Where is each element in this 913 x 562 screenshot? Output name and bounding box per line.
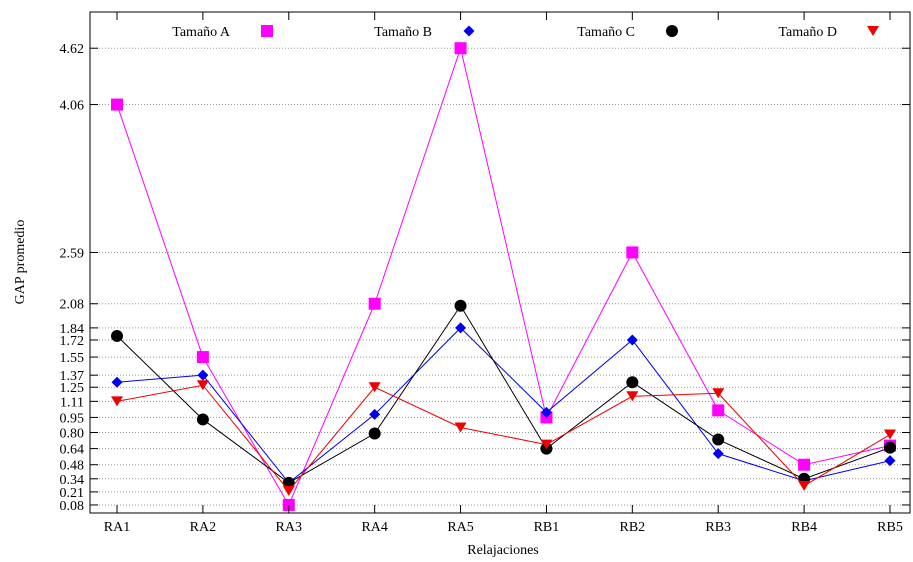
data-point-tamano-d bbox=[712, 388, 725, 399]
data-point-tamano-d bbox=[540, 439, 553, 450]
x-tick-label: RA3 bbox=[276, 520, 302, 535]
data-point-tamano-b bbox=[540, 406, 552, 418]
data-point-tamano-d bbox=[626, 391, 639, 402]
data-point-tamano-b bbox=[626, 334, 638, 346]
data-point-tamano-a bbox=[368, 297, 381, 310]
y-tick-label: 1.72 bbox=[60, 334, 85, 349]
series-tamano-d bbox=[111, 380, 896, 496]
data-point-tamano-c bbox=[196, 413, 209, 426]
legend-marker bbox=[463, 25, 475, 37]
data-point-tamano-b bbox=[455, 322, 467, 334]
data-point-tamano-c bbox=[282, 476, 295, 489]
series-tamano-c bbox=[111, 299, 896, 489]
legend-marker bbox=[261, 25, 273, 37]
x-tick-label: RB1 bbox=[534, 520, 560, 535]
data-point-tamano-a bbox=[282, 498, 295, 511]
data-point-tamano-d bbox=[111, 396, 123, 407]
data-point-tamano-b bbox=[111, 376, 123, 388]
y-tick-label: 0.95 bbox=[60, 411, 85, 426]
x-axis-label: Relajaciones bbox=[467, 543, 539, 558]
x-tick-label: RB3 bbox=[705, 520, 731, 535]
series-tamano-a bbox=[111, 42, 896, 511]
series-line-tamano-c bbox=[116, 304, 891, 484]
y-tick-label: 0.08 bbox=[60, 499, 85, 514]
data-point-tamano-c bbox=[368, 427, 381, 440]
data-point-tamano-b bbox=[884, 455, 896, 467]
data-point-tamano-d bbox=[368, 382, 381, 393]
data-point-tamano-d bbox=[798, 480, 811, 491]
data-point-tamano-d bbox=[282, 485, 295, 496]
x-tick-label: RB5 bbox=[877, 520, 903, 535]
y-tick-label: 1.55 bbox=[60, 351, 85, 366]
legend-label: Tamaño B bbox=[374, 25, 432, 40]
data-point-tamano-a bbox=[454, 42, 467, 55]
x-tick-label: RA5 bbox=[447, 520, 473, 535]
series-line-tamano-d bbox=[116, 384, 891, 492]
legend-marker bbox=[867, 26, 879, 36]
y-tick-label: 0.80 bbox=[60, 427, 85, 442]
y-tick-label: 1.37 bbox=[60, 369, 85, 384]
data-point-tamano-a bbox=[712, 404, 725, 417]
data-point-tamano-b bbox=[197, 369, 209, 381]
data-point-tamano-a bbox=[111, 98, 123, 111]
data-point-tamano-c bbox=[712, 433, 725, 446]
series-line-tamano-b bbox=[116, 327, 891, 484]
legend-label: Tamaño D bbox=[778, 25, 837, 40]
x-axis: RA1 RA2 RA3 RA4 RA5 RB1 RB2 RB3 RB4 RB5 bbox=[104, 12, 903, 535]
y-tick-label: 0.21 bbox=[60, 486, 85, 501]
data-point-tamano-d bbox=[884, 429, 896, 440]
data-point-tamano-c bbox=[111, 329, 123, 342]
data-point-tamano-b bbox=[712, 448, 724, 460]
y-tick-label: 1.84 bbox=[60, 322, 85, 337]
series-layer bbox=[111, 42, 896, 511]
y-tick-label: 0.48 bbox=[60, 459, 85, 474]
y-tick-label: 2.59 bbox=[60, 246, 85, 261]
y-tick-label: 4.06 bbox=[60, 99, 85, 114]
x-tick-label: RA1 bbox=[104, 520, 130, 535]
x-tick-label: RB2 bbox=[619, 520, 645, 535]
data-point-tamano-d bbox=[196, 380, 209, 391]
y-tick-label: 1.11 bbox=[60, 395, 84, 410]
y-tick-label: 0.64 bbox=[60, 443, 85, 458]
x-tick-label: RA2 bbox=[190, 520, 216, 535]
series-tamano-b bbox=[111, 322, 896, 489]
legend-label: Tamaño A bbox=[172, 25, 231, 40]
data-point-tamano-c bbox=[626, 376, 639, 389]
data-point-tamano-c bbox=[884, 441, 896, 454]
y-axis-label: GAP promedio bbox=[13, 220, 28, 305]
x-tick-label: RB4 bbox=[791, 520, 817, 535]
grid-lines bbox=[90, 47, 910, 506]
data-point-tamano-b bbox=[369, 408, 381, 420]
y-tick-label: 2.08 bbox=[60, 298, 85, 313]
legend-label: Tamaño C bbox=[577, 25, 635, 40]
data-point-tamano-c bbox=[454, 299, 467, 312]
y-tick-label: 0.34 bbox=[60, 473, 85, 488]
y-tick-label: 1.25 bbox=[60, 381, 85, 396]
y-tick-label: 4.62 bbox=[60, 42, 85, 57]
plot-frame bbox=[89, 11, 911, 514]
data-point-tamano-a bbox=[626, 246, 639, 259]
data-point-tamano-a bbox=[196, 351, 209, 364]
legend: Tamaño A Tamaño B Tamaño C Tamaño D bbox=[172, 25, 879, 40]
y-axis: 0.080.210.340.480.640.800.951.111.251.37… bbox=[60, 42, 910, 514]
data-point-tamano-d bbox=[454, 422, 467, 433]
x-tick-label: RA4 bbox=[361, 520, 387, 535]
series-line-tamano-a bbox=[116, 46, 891, 507]
legend-marker bbox=[666, 25, 678, 37]
data-point-tamano-a bbox=[798, 458, 811, 471]
